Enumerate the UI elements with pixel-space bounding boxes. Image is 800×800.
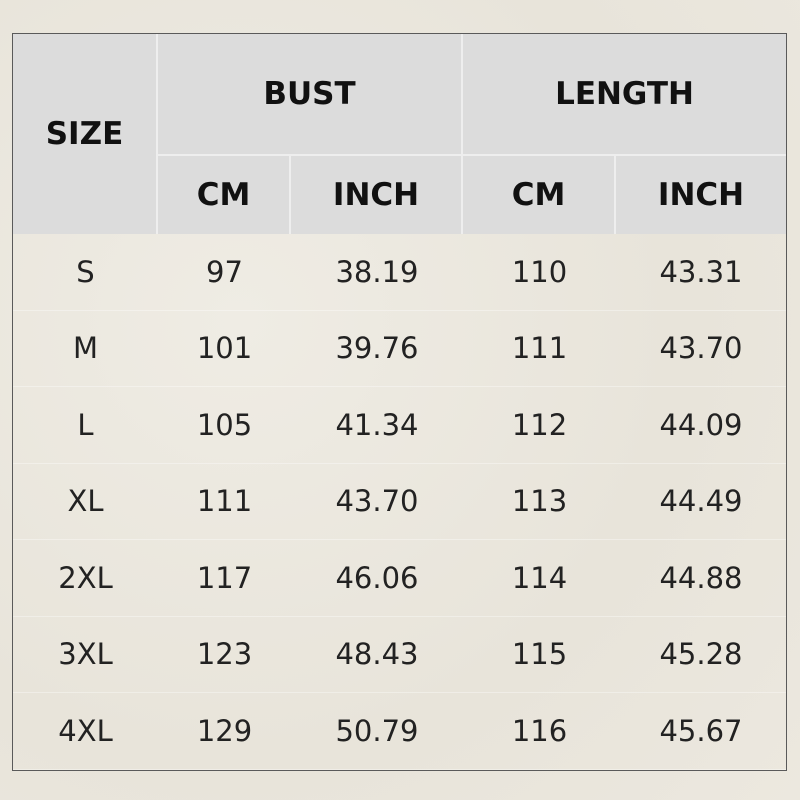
cell-size: 2XL [13,540,158,617]
cell-size: 3XL [13,617,158,693]
cell-bust-inch: 50.79 [291,693,463,770]
cell-length-inch: 43.70 [616,311,786,387]
cell-bust-cm: 101 [158,311,291,387]
header-bust: BUST [158,34,463,156]
cell-size: 4XL [13,693,158,770]
cell-bust-cm: 123 [158,617,291,693]
cell-length-inch: 44.49 [616,464,786,540]
cell-length-inch: 43.31 [616,234,786,311]
cell-bust-cm: 117 [158,540,291,617]
cell-size: L [13,387,158,464]
cell-length-cm: 114 [463,540,616,617]
cell-bust-cm: 105 [158,387,291,464]
cell-bust-inch: 43.70 [291,464,463,540]
cell-size: M [13,311,158,387]
cell-length-inch: 45.67 [616,693,786,770]
cell-length-cm: 113 [463,464,616,540]
header-length: LENGTH [463,34,786,156]
cell-length-cm: 110 [463,234,616,311]
cell-length-inch: 45.28 [616,617,786,693]
cell-length-inch: 44.09 [616,387,786,464]
cell-length-cm: 115 [463,617,616,693]
cell-size: S [13,234,158,311]
header-bust-inch: INCH [291,156,463,234]
cell-length-inch: 44.88 [616,540,786,617]
header-length-inch: INCH [616,156,786,234]
cell-length-cm: 116 [463,693,616,770]
header-size: SIZE [13,34,158,234]
cell-bust-cm: 111 [158,464,291,540]
cell-size: XL [13,464,158,540]
cell-bust-inch: 39.76 [291,311,463,387]
header-bust-cm: CM [158,156,291,234]
cell-length-cm: 111 [463,311,616,387]
size-chart-table: SIZE BUST LENGTH CM INCH CM INCH S 97 38.1… [12,33,787,771]
cell-bust-cm: 129 [158,693,291,770]
cell-bust-cm: 97 [158,234,291,311]
header-length-cm: CM [463,156,616,234]
cell-bust-inch: 46.06 [291,540,463,617]
cell-length-cm: 112 [463,387,616,464]
cell-bust-inch: 41.34 [291,387,463,464]
cell-bust-inch: 48.43 [291,617,463,693]
cell-bust-inch: 38.19 [291,234,463,311]
